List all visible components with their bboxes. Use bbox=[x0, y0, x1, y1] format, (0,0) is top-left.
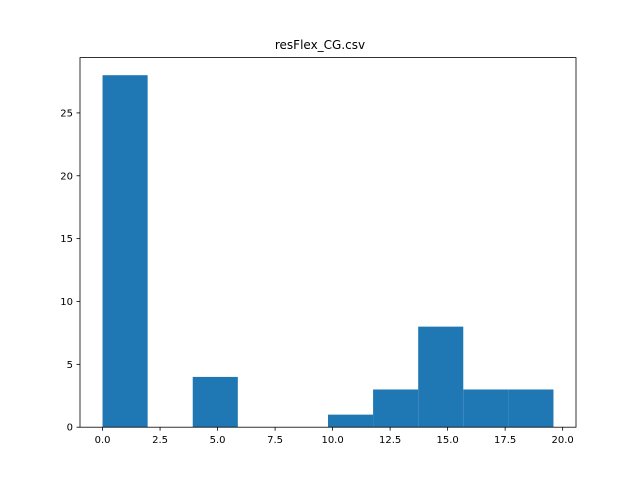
y-tick-label: 15 bbox=[60, 234, 73, 245]
y-tick-label: 20 bbox=[60, 171, 73, 182]
y-tick-label: 0 bbox=[67, 423, 73, 434]
axes-frame bbox=[79, 57, 577, 428]
y-tick-label: 10 bbox=[60, 297, 73, 308]
x-tick-label: 0.0 bbox=[95, 435, 111, 446]
x-tick-label: 7.5 bbox=[267, 435, 283, 446]
bars-group bbox=[102, 75, 554, 428]
histogram-bar-6 bbox=[373, 389, 419, 428]
x-tick-label: 17.5 bbox=[494, 435, 516, 446]
x-tick-label: 20.0 bbox=[552, 435, 574, 446]
chart-title: resFlex_CG.csv bbox=[275, 38, 365, 52]
y-tick-label: 25 bbox=[60, 108, 73, 119]
x-tick-label: 12.5 bbox=[379, 435, 401, 446]
x-tick-label: 15.0 bbox=[436, 435, 458, 446]
histogram-bar-0 bbox=[102, 75, 148, 428]
histogram-bar-2 bbox=[192, 376, 238, 428]
histogram-bar-7 bbox=[418, 326, 464, 428]
x-tick-label: 5.0 bbox=[210, 435, 226, 446]
y-tick-label: 5 bbox=[67, 360, 73, 371]
x-tick-label: 10.0 bbox=[321, 435, 343, 446]
histogram-bar-8 bbox=[463, 389, 509, 428]
x-tick-label: 2.5 bbox=[152, 435, 168, 446]
histogram-bar-9 bbox=[508, 389, 554, 428]
x-axis-ticks: 0.0 2.5 5.0 7.5 10.0 12.5 15.0 17.5 20.0 bbox=[95, 427, 574, 446]
y-axis-ticks: 0 5 10 15 20 25 bbox=[60, 108, 80, 434]
histogram-bar-5 bbox=[328, 414, 374, 428]
